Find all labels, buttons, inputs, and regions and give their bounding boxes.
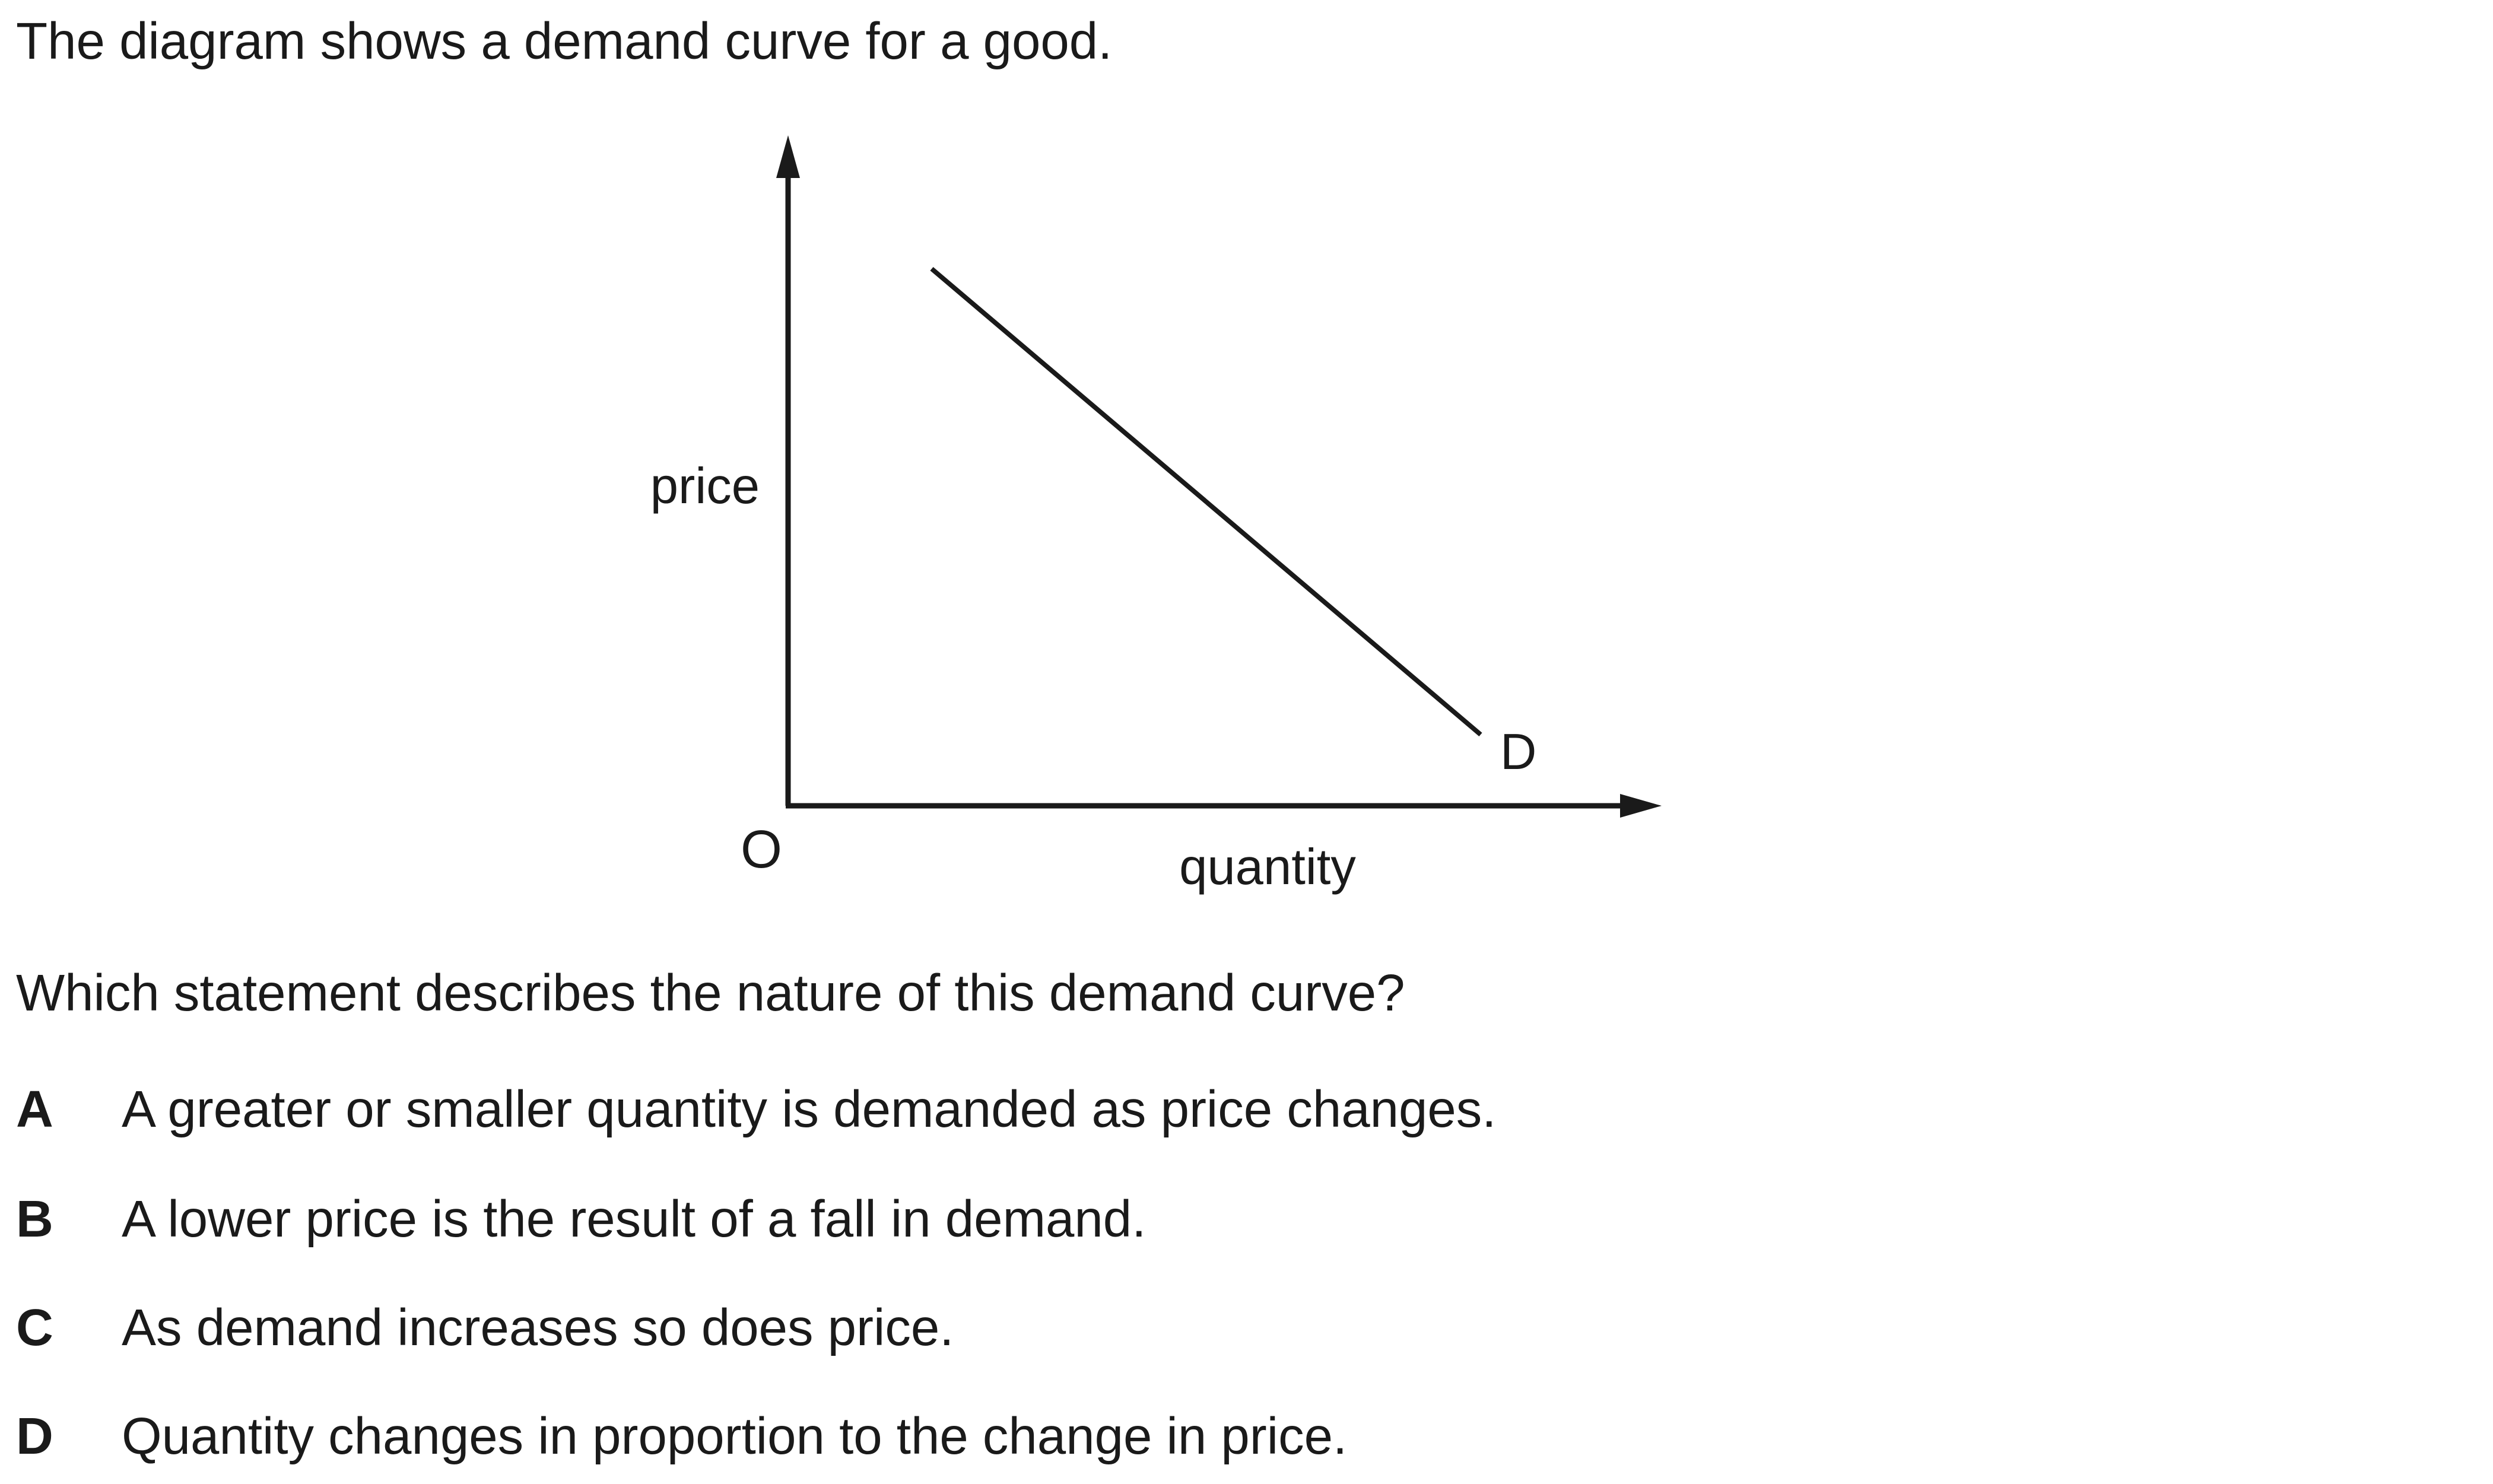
option-letter: B xyxy=(16,1190,53,1248)
origin-label: O xyxy=(741,820,782,879)
x-axis-arrowhead xyxy=(1620,794,1662,818)
y-axis-arrowhead xyxy=(776,135,800,178)
x-axis-label: quantity xyxy=(1179,839,1356,895)
curve-label: D xyxy=(1500,724,1536,780)
demand-curve-diagram: price quantity O D xyxy=(650,135,1662,895)
option-letter: A xyxy=(16,1081,53,1138)
option-letter: D xyxy=(16,1407,53,1465)
option-text: Quantity changes in proportion to the ch… xyxy=(122,1407,1348,1465)
option-text: A lower price is the result of a fall in… xyxy=(122,1190,1147,1248)
option-text: As demand increases so does price. xyxy=(122,1299,954,1356)
y-axis-label: price xyxy=(650,458,760,514)
question-text: Which statement describes the nature of … xyxy=(16,964,1405,1022)
option-text: A greater or smaller quantity is demande… xyxy=(122,1081,1497,1138)
intro-text: The diagram shows a demand curve for a g… xyxy=(16,12,1113,70)
option-letter: C xyxy=(16,1299,53,1356)
demand-curve-line xyxy=(930,266,1482,737)
